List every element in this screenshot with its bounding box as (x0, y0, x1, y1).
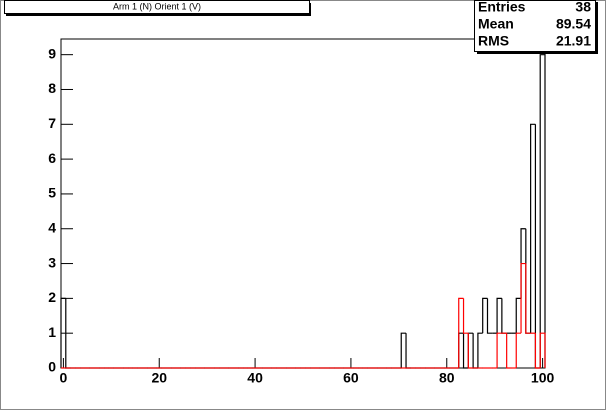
y-tick-label: 8 (48, 80, 56, 96)
stat-value: 89.54 (556, 16, 591, 32)
y-tick-label: 4 (48, 219, 56, 235)
y-tick-label: 9 (48, 45, 56, 61)
y-tick-label: 6 (48, 150, 56, 166)
y-tick-label: 3 (48, 254, 56, 270)
histogram-bin (400, 332, 407, 368)
y-tick-label: 0 (48, 359, 56, 375)
frame (60, 38, 546, 369)
stat-label: RMS (478, 33, 509, 49)
chart-title: Arm 1 (N) Orient 1 (V) (113, 1, 201, 11)
stat-value: 21.91 (556, 33, 591, 49)
histogram-bin (458, 297, 464, 368)
title-box (4, 0, 310, 14)
histogram-bin (539, 54, 546, 368)
histogram-bin (530, 123, 536, 334)
stats-box (474, 0, 596, 52)
histogram-bin (539, 332, 546, 368)
stats: Entries 38 Mean 89.54 RMS 21.91 (478, 0, 591, 49)
y-tick-label: 2 (48, 289, 56, 305)
histogram-bin (506, 333, 512, 369)
histogram-bin (496, 297, 502, 334)
stat-label: Mean (478, 16, 514, 32)
x-tick-label: 40 (247, 370, 263, 386)
histogram-bin (462, 333, 469, 369)
y-tick-label: 7 (48, 115, 56, 131)
histogram-bin (525, 263, 531, 334)
histogram-bin (482, 297, 488, 334)
histogram-bin (462, 298, 469, 334)
x-tick-label: 60 (343, 370, 359, 386)
histogram-bin (477, 332, 483, 368)
histogram-bin (496, 332, 502, 368)
stat-value: 38 (575, 0, 591, 15)
histogram-bin (534, 333, 541, 369)
histogram-bin (515, 297, 522, 334)
y-tick-label: 1 (48, 324, 56, 340)
stat-label: Entries (478, 0, 526, 15)
histogram-bin (467, 333, 474, 369)
x-tick-label: 0 (59, 370, 67, 386)
x-tick-label: 20 (151, 370, 167, 386)
plot: 0 1 2 3 4 5 6 7 8 9 0 20 40 60 80 100 (48, 45, 554, 385)
histogram-bin (486, 298, 493, 334)
y-tick-label: 5 (48, 185, 56, 201)
x-tick-label: 100 (531, 370, 555, 386)
x-tick-label: 80 (439, 370, 455, 386)
histogram-bin (520, 262, 526, 334)
histogram-bin (515, 332, 522, 368)
histogram-bin (60, 297, 66, 368)
